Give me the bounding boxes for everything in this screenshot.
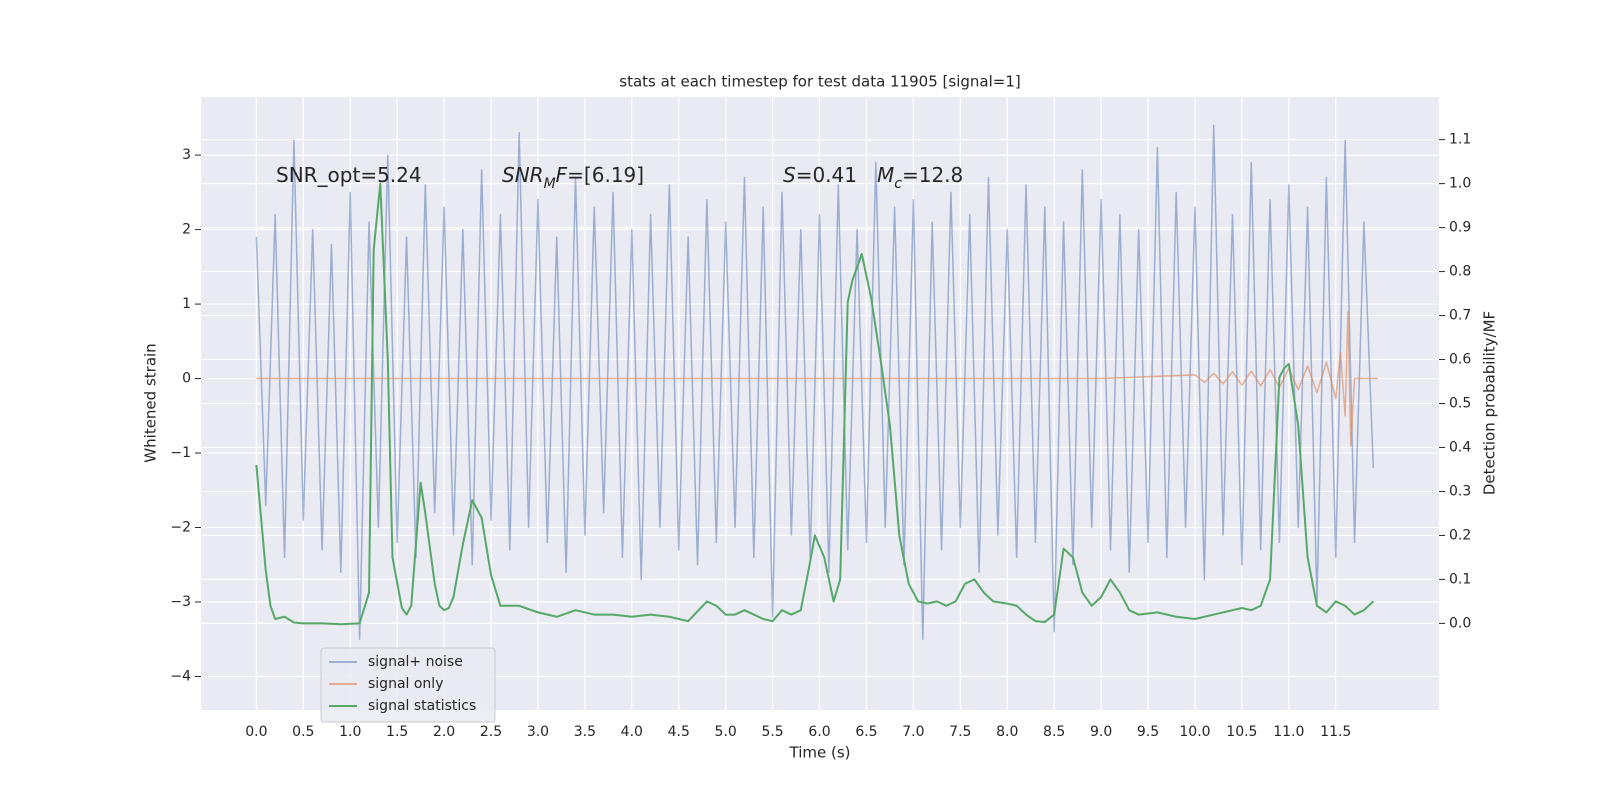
chart-title: stats at each timestep for test data 119… <box>619 73 1020 91</box>
x-tick-label: 0.0 <box>245 724 267 740</box>
annotation-part: SNR_opt=5.24 <box>276 163 422 187</box>
x-tick-label: 3.0 <box>527 724 549 740</box>
y-tick-label: 3 <box>182 147 191 163</box>
y2-tick-label: 0.5 <box>1449 396 1471 412</box>
annotation-part: F <box>556 163 568 187</box>
x-tick-label: 4.0 <box>621 724 643 740</box>
annotation-part: S <box>783 163 796 187</box>
x-tick-label: 1.5 <box>386 724 408 740</box>
legend-label: signal+ noise <box>368 654 463 670</box>
x-tick-label: 11.0 <box>1273 724 1304 740</box>
legend-box <box>320 647 496 723</box>
x-tick-label: 7.5 <box>949 724 971 740</box>
x-tick-label: 6.5 <box>855 724 877 740</box>
y2-tick-label: 0.0 <box>1449 615 1471 631</box>
y2-tick-label: 0.7 <box>1449 308 1471 324</box>
y-tick-label: −4 <box>170 668 191 684</box>
x-tick-label: 5.0 <box>715 724 737 740</box>
annotation: SNRMF=[6.19] <box>502 163 644 193</box>
annotation-part: =12.8 <box>902 163 963 187</box>
x-tick-label: 2.0 <box>433 724 455 740</box>
x-tick-label: 1.0 <box>339 724 361 740</box>
y2-tick-label: 0.9 <box>1449 220 1471 236</box>
annotation-part: M <box>877 163 894 187</box>
y2-tick-label: 0.3 <box>1449 483 1471 499</box>
x-tick-label: 3.5 <box>574 724 596 740</box>
x-tick-label: 6.0 <box>808 724 830 740</box>
y-tick-label: 1 <box>182 296 191 312</box>
series-line <box>255 182 1374 626</box>
y2-tick-label: 0.8 <box>1449 264 1471 280</box>
x-tick-label: 9.0 <box>1090 724 1112 740</box>
y-tick-label: −2 <box>170 520 191 536</box>
x-tick-label: 10.0 <box>1179 724 1210 740</box>
x-tick-label: 9.5 <box>1137 724 1159 740</box>
y2-tick-label: 0.6 <box>1449 352 1471 368</box>
annotation-part: =0.41 <box>796 163 857 187</box>
annotation: Mc=12.8 <box>877 163 963 193</box>
annotation: S=0.41 <box>783 163 857 187</box>
x-axis-label: Time (s) <box>789 744 851 762</box>
y2-tick-label: 0.1 <box>1449 571 1471 587</box>
x-tick-label: 5.5 <box>761 724 783 740</box>
annotation-part: =[6.19] <box>567 163 644 187</box>
y-tick-label: 2 <box>182 222 191 238</box>
y2-tick-label: 0.4 <box>1449 439 1471 455</box>
y-tick-label: −1 <box>170 445 191 461</box>
annotation-part: SNR <box>502 163 544 187</box>
legend-label: signal statistics <box>368 698 476 714</box>
x-tick-label: 8.5 <box>1043 724 1065 740</box>
x-tick-label: 10.5 <box>1226 724 1257 740</box>
series-line <box>255 124 1375 640</box>
y2-tick-label: 1.1 <box>1449 132 1471 148</box>
x-tick-label: 0.5 <box>292 724 314 740</box>
y-axis-label: Whitened strain <box>142 343 160 462</box>
annotation-part: c <box>894 176 902 192</box>
legend-label: signal only <box>368 676 443 692</box>
x-tick-label: 7.0 <box>902 724 924 740</box>
x-tick-label: 11.5 <box>1320 724 1351 740</box>
series-line <box>256 310 1378 447</box>
x-tick-label: 4.5 <box>668 724 690 740</box>
y-tick-label: 0 <box>182 371 191 387</box>
y-tick-label: −3 <box>170 594 191 610</box>
annotation: SNR_opt=5.24 <box>276 163 422 187</box>
annotation-part: M <box>544 176 556 192</box>
x-tick-label: 8.0 <box>996 724 1018 740</box>
y2-tick-label: 1.0 <box>1449 176 1471 192</box>
y2-axis-label: Detection probability/MF <box>1481 311 1499 495</box>
x-tick-label: 2.5 <box>480 724 502 740</box>
y2-tick-label: 0.2 <box>1449 527 1471 543</box>
